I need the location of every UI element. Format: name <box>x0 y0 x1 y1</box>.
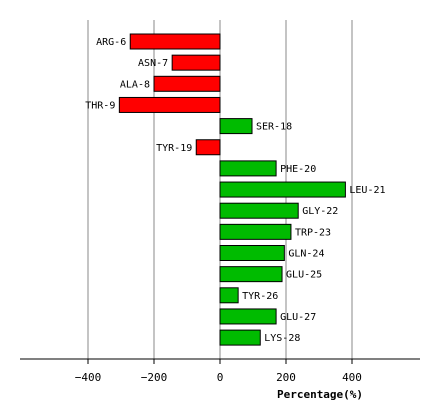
bar-ala-8 <box>153 75 221 92</box>
bar-label-tyr-26: TYR-26 <box>242 291 278 302</box>
bar-leu-21 <box>219 181 346 198</box>
bar-label-ala-8: ALA-8 <box>120 79 150 90</box>
bar-label-phe-20: PHE-20 <box>280 164 316 175</box>
bar-gly-22 <box>219 202 299 219</box>
bar-trp-23 <box>219 223 292 240</box>
bar-label-asn-7: ASN-7 <box>138 58 168 69</box>
bars <box>118 33 346 346</box>
bar-label-ser-18: SER-18 <box>256 122 292 133</box>
bar-glu-25 <box>219 266 283 283</box>
x-tick-label-1: −200 <box>141 371 168 384</box>
x-tick-label-4: 400 <box>342 371 362 384</box>
x-tick-label-2: 0 <box>217 371 224 384</box>
bar-label-thr-9: THR-9 <box>85 100 115 111</box>
x-tick-label-3: 200 <box>276 371 296 384</box>
bar-thr-9 <box>118 96 221 113</box>
bar-label-gln-24: GLN-24 <box>288 249 324 260</box>
bar-label-arg-6: ARG-6 <box>96 37 126 48</box>
bar-tyr-19 <box>195 139 221 156</box>
bar-label-gly-22: GLY-22 <box>302 206 338 217</box>
x-axis-ticks: −400 −200 0 200 400 <box>75 359 362 384</box>
bar-labels: ARG-6 ASN-7 ALA-8 THR-9 SER-18 TYR-19 PHE-20 LE… <box>85 37 385 344</box>
bar-label-glu-27: GLU-27 <box>280 312 316 323</box>
bar-lys-28 <box>219 329 261 346</box>
bar-gln-24 <box>219 245 285 261</box>
bar-label-leu-21: LEU-21 <box>349 185 385 196</box>
bar-tyr-26 <box>219 287 239 304</box>
bar-asn-7 <box>171 54 221 71</box>
bar-arg-6 <box>129 33 221 50</box>
bar-glu-27 <box>219 308 277 325</box>
x-axis-title: Percentage(%) <box>277 388 363 401</box>
bar-label-trp-23: TRP-23 <box>295 227 331 238</box>
bar-label-lys-28: LYS-28 <box>264 333 300 344</box>
x-tick-label-0: −400 <box>75 371 102 384</box>
bar-ser-18 <box>219 118 253 135</box>
bar-label-glu-25: GLU-25 <box>286 270 322 281</box>
bar-label-tyr-19: TYR-19 <box>156 143 192 154</box>
bar-phe-20 <box>219 160 277 177</box>
